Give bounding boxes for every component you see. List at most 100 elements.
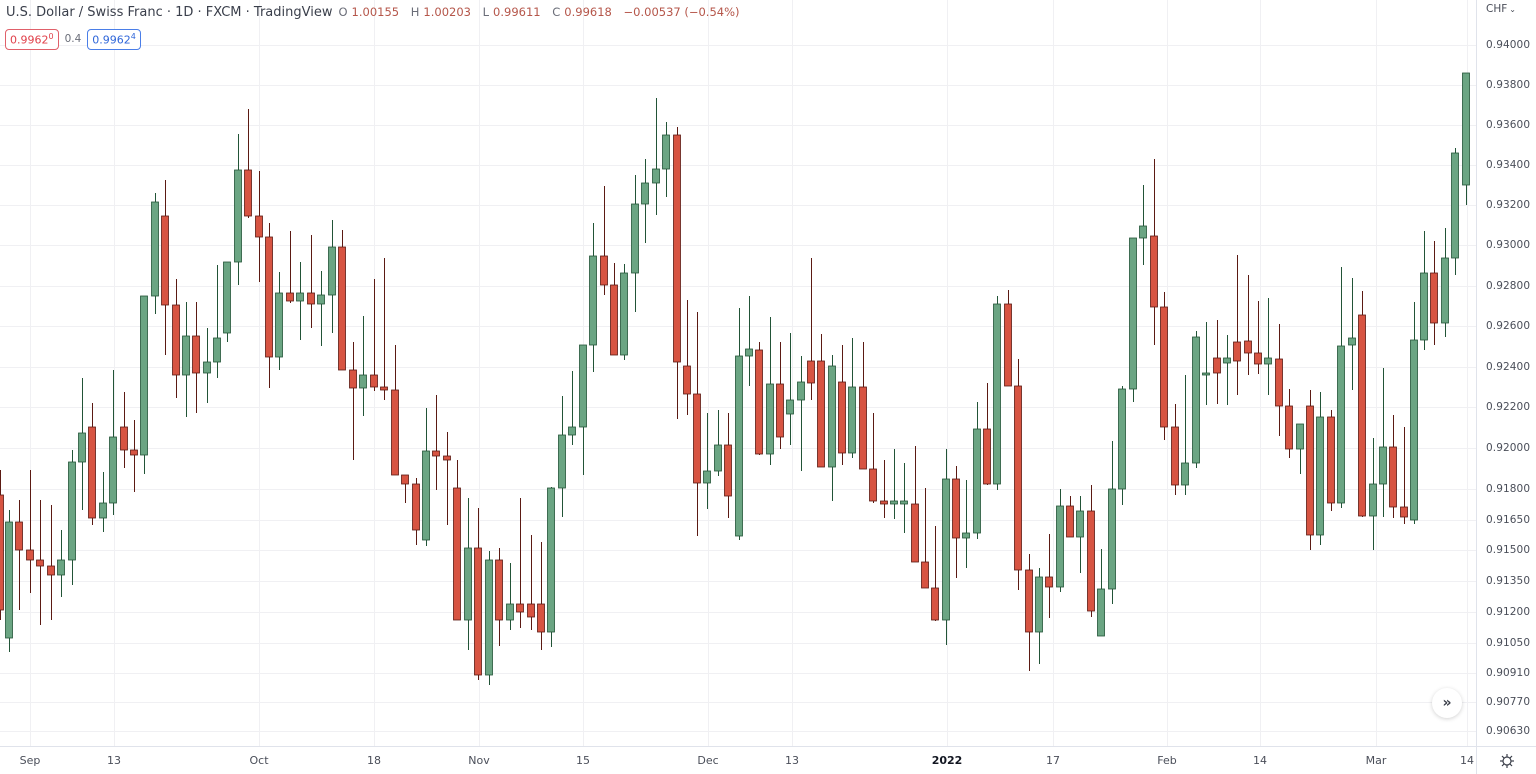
candlestick-chart[interactable] bbox=[0, 0, 1476, 746]
candle-down bbox=[1285, 389, 1293, 458]
candle-up bbox=[422, 408, 430, 546]
time-tick-label: 17 bbox=[1046, 754, 1060, 767]
candle-up bbox=[296, 262, 304, 340]
candle-up bbox=[328, 220, 336, 333]
candle-up bbox=[1181, 375, 1189, 495]
time-tick-label: Mar bbox=[1365, 754, 1387, 767]
candle-down bbox=[880, 460, 888, 518]
candle-down bbox=[401, 474, 409, 503]
price-axis[interactable]: CHF ⌄ 0.94000 0.93800 0.93600 0.93400 0.93200… bbox=[1476, 0, 1536, 746]
candle-down bbox=[47, 505, 55, 620]
candle-up bbox=[1139, 185, 1147, 265]
candle-up bbox=[1337, 267, 1345, 508]
candle-up bbox=[1108, 441, 1116, 604]
candle-up bbox=[1420, 231, 1428, 350]
candle-down bbox=[380, 258, 388, 400]
candle-up bbox=[745, 296, 753, 386]
candle-up bbox=[662, 122, 670, 197]
candle-up bbox=[68, 450, 76, 585]
candle-up bbox=[631, 175, 639, 312]
candle-down bbox=[1327, 410, 1335, 511]
quote-row: 0.99620 0.4 0.99624 bbox=[5, 29, 141, 50]
candle-down bbox=[286, 231, 294, 303]
time-axis[interactable]: Sep 13 Oct 18 Nov 15 Dec 13 2022 17 Feb 14 Mar 14 bbox=[0, 746, 1476, 774]
candle-down bbox=[516, 498, 524, 628]
candle-down bbox=[1254, 301, 1262, 374]
time-tick-label: 15 bbox=[576, 754, 590, 767]
candle-down bbox=[1014, 359, 1022, 590]
currency-selector[interactable]: CHF ⌄ bbox=[1486, 3, 1516, 15]
candle-up bbox=[620, 264, 628, 360]
change-value: −0.00537 (−0.54%) bbox=[623, 5, 740, 19]
chart-settings-button[interactable] bbox=[1476, 746, 1536, 774]
candle-down bbox=[1045, 534, 1053, 618]
candle-down bbox=[1275, 324, 1283, 436]
time-tick-label: Nov bbox=[468, 754, 490, 767]
candle-down bbox=[600, 186, 608, 295]
candle-down bbox=[265, 223, 273, 388]
candle-up bbox=[962, 480, 970, 568]
candle-up bbox=[223, 261, 231, 342]
candle-down bbox=[495, 548, 503, 646]
price-tick-label: 0.92600 bbox=[1486, 320, 1531, 332]
time-tick-label: 14 bbox=[1253, 754, 1267, 767]
symbol-legend: U.S. Dollar / Swiss Franc · 1D · FXCM · … bbox=[6, 5, 744, 20]
candle-down bbox=[537, 542, 545, 650]
candle-up bbox=[848, 338, 856, 458]
price-tick-label: 0.90910 bbox=[1486, 667, 1531, 679]
candle-up bbox=[558, 396, 566, 517]
scroll-to-realtime-button[interactable]: » bbox=[1432, 688, 1462, 718]
price-tick-label: 0.92400 bbox=[1486, 361, 1531, 373]
time-tick-label: 2022 bbox=[931, 754, 963, 767]
candle-down bbox=[474, 508, 482, 680]
high-value: 1.00203 bbox=[423, 5, 471, 19]
candle-down bbox=[130, 420, 138, 492]
candle-up bbox=[109, 370, 117, 515]
candle-up bbox=[1441, 228, 1449, 337]
candle-down bbox=[869, 413, 877, 503]
spread-value: 0.4 bbox=[64, 33, 82, 46]
low-label: L bbox=[482, 5, 490, 19]
buy-price-pip: 4 bbox=[130, 32, 136, 41]
price-tick-label: 0.90770 bbox=[1486, 696, 1531, 708]
close-value: 0.99618 bbox=[564, 5, 612, 19]
candle-down bbox=[817, 334, 825, 468]
candle-up bbox=[589, 223, 597, 372]
price-tick-label: 0.91050 bbox=[1486, 637, 1531, 649]
double-chevron-right-icon: » bbox=[1442, 695, 1452, 711]
chart-pane[interactable]: U.S. Dollar / Swiss Franc · 1D · FXCM · … bbox=[0, 0, 1476, 746]
time-tick-label: Sep bbox=[19, 754, 41, 767]
candle-up bbox=[1223, 335, 1231, 405]
time-tick-label: 18 bbox=[367, 754, 381, 767]
symbol-title[interactable]: U.S. Dollar / Swiss Franc · 1D · FXCM · … bbox=[6, 5, 333, 20]
price-tick-label: 0.92000 bbox=[1486, 442, 1531, 454]
candle-up bbox=[652, 98, 660, 215]
price-tick-label: 0.91500 bbox=[1486, 544, 1531, 556]
candle-up bbox=[464, 498, 472, 650]
sell-button[interactable]: 0.99620 bbox=[5, 29, 59, 50]
candle-down bbox=[88, 403, 96, 525]
buy-button[interactable]: 0.99624 bbox=[87, 29, 141, 50]
candle-down bbox=[1244, 275, 1252, 375]
candle-up bbox=[182, 302, 190, 417]
candle-up bbox=[203, 328, 211, 403]
candle-down bbox=[0, 470, 4, 620]
candle-up bbox=[1348, 278, 1356, 390]
candle-up bbox=[1264, 298, 1272, 395]
candle-down bbox=[983, 383, 991, 485]
candle-up bbox=[275, 272, 283, 370]
time-tick-label: Dec bbox=[697, 754, 719, 767]
candle-down bbox=[921, 488, 929, 589]
candle-down bbox=[26, 470, 34, 593]
candle-down bbox=[432, 395, 440, 490]
price-tick-label: 0.93800 bbox=[1486, 79, 1531, 91]
price-tick-label: 0.91800 bbox=[1486, 483, 1531, 495]
candle-up bbox=[890, 449, 898, 519]
close-label: C bbox=[552, 5, 561, 19]
time-tick-label: 13 bbox=[785, 754, 799, 767]
candle-up bbox=[703, 413, 711, 509]
price-tick-label: 0.91650 bbox=[1486, 514, 1531, 526]
candle-up bbox=[78, 378, 86, 510]
candle-up bbox=[151, 193, 159, 314]
candle-down bbox=[755, 342, 763, 455]
